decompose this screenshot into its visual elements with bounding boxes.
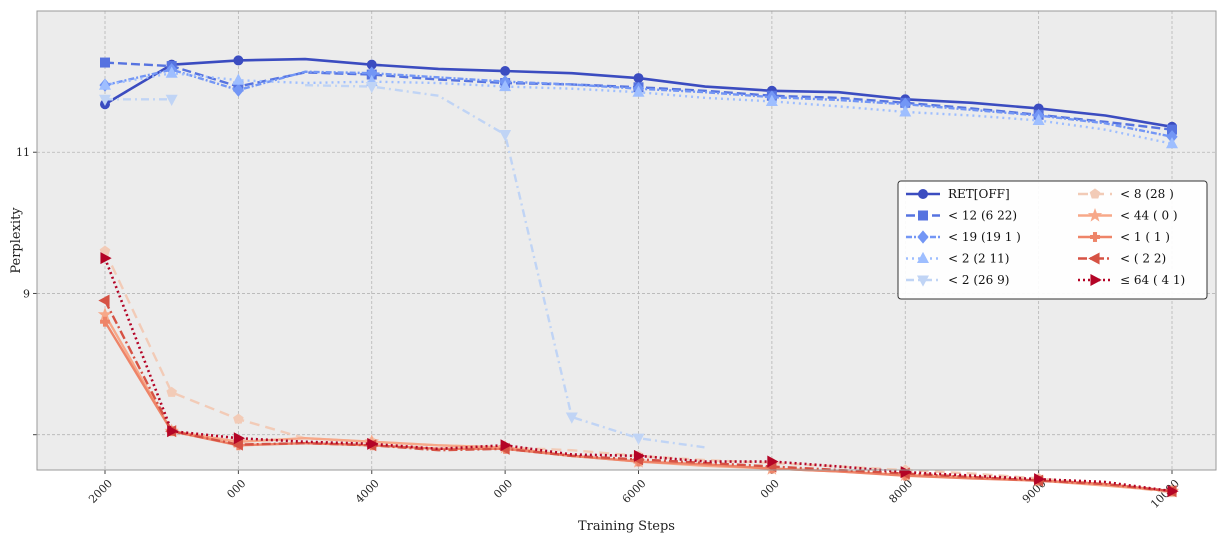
data-point (899, 105, 912, 117)
legend-item: < 2 (26 9) (906, 273, 1009, 287)
x-tick-label: 4000 (353, 477, 382, 506)
legend-item: < ( 2 2) (1078, 252, 1166, 266)
data-point (565, 412, 578, 424)
data-point (499, 130, 512, 142)
data-point (500, 439, 512, 452)
legend-marker (1090, 273, 1102, 287)
series-layer (97, 55, 1180, 498)
legend-label: < ( 2 2) (1120, 252, 1166, 266)
x-tick-label: 2000 (86, 477, 115, 506)
data-point (633, 449, 646, 462)
data-point (633, 73, 644, 84)
legend-item: ≤ 64 ( 4 1) (1078, 273, 1185, 287)
legend-item: RET[OFF] (906, 187, 1010, 201)
legend-marker (1087, 207, 1103, 222)
data-point (233, 432, 246, 445)
data-point (166, 386, 177, 397)
legend-label: < 2 (2 11) (948, 252, 1009, 266)
data-point (1165, 137, 1179, 149)
legend-marker (1090, 232, 1100, 242)
legend-marker (1089, 188, 1101, 199)
legend-label: < 1 ( 1 ) (1120, 230, 1170, 244)
series-5 (98, 82, 706, 449)
data-point (767, 455, 779, 468)
data-point (233, 55, 244, 66)
data-point (100, 316, 110, 327)
x-tick-label: 000 (491, 477, 515, 501)
data-point (98, 94, 112, 106)
data-point (165, 94, 178, 106)
legend-marker (918, 189, 928, 199)
legend-marker (916, 275, 930, 287)
legend-item: < 2 (2 11) (906, 252, 1009, 266)
legend-marker (918, 210, 928, 221)
data-point (632, 85, 645, 97)
legend: RET[OFF] < 12 (6 22) < 19 (19 1 ) < 2 (2 11… (897, 180, 1208, 300)
legend-label: < 12 (6 22) (948, 209, 1017, 223)
data-point (1034, 473, 1046, 486)
y-axis-label: Perplexity (9, 207, 24, 274)
data-point (1167, 485, 1179, 498)
data-point (1032, 113, 1045, 126)
x-tick-label: 8000 (886, 477, 915, 506)
data-point (232, 73, 245, 85)
y-tick-label: 9 (23, 287, 30, 300)
data-point (500, 66, 511, 77)
legend-item: < 19 (19 1 ) (906, 230, 1021, 244)
data-point (233, 413, 244, 424)
y-tick-label: 11 (16, 146, 30, 159)
data-point (499, 79, 512, 92)
data-point (100, 252, 112, 265)
data-point (100, 57, 110, 68)
legend-label: ≤ 64 ( 4 1) (1120, 273, 1185, 287)
data-point (632, 433, 645, 445)
x-tick-label: 000 (758, 477, 782, 501)
series-line (103, 257, 1173, 493)
y-axis-ticks: 11 9 (16, 146, 37, 436)
x-tick-label: 10000 (1148, 477, 1182, 511)
legend-item: < 1 ( 1 ) (1078, 230, 1170, 244)
x-tick-label: 000 (224, 477, 248, 501)
legend-box (897, 180, 1208, 300)
plot-frame (36, 10, 1217, 471)
data-point (765, 94, 778, 106)
legend-label: < 2 (26 9) (948, 273, 1009, 287)
x-axis-label: Training Steps (578, 519, 675, 534)
data-point (232, 83, 244, 97)
legend-item: < 12 (6 22) (906, 209, 1017, 223)
legend-item: < 44 ( 0 ) (1078, 207, 1178, 223)
data-point (365, 82, 378, 94)
legend-label: RET[OFF] (948, 187, 1010, 201)
legend-label: < 8 (28 ) (1120, 187, 1174, 201)
data-point (165, 66, 178, 78)
legend-label: < 44 ( 0 ) (1120, 209, 1178, 223)
data-point (98, 78, 112, 90)
data-point (167, 425, 179, 438)
legend-item: < 8 (28 ) (1078, 187, 1174, 201)
legend-label: < 19 (19 1 ) (948, 230, 1021, 244)
legend-marker (1088, 252, 1100, 265)
legend-marker (916, 251, 930, 264)
legend-marker (917, 230, 929, 244)
data-point (367, 437, 379, 450)
data-point (98, 294, 110, 307)
series-4 (98, 66, 1179, 149)
x-tick-label: 6000 (620, 477, 649, 506)
